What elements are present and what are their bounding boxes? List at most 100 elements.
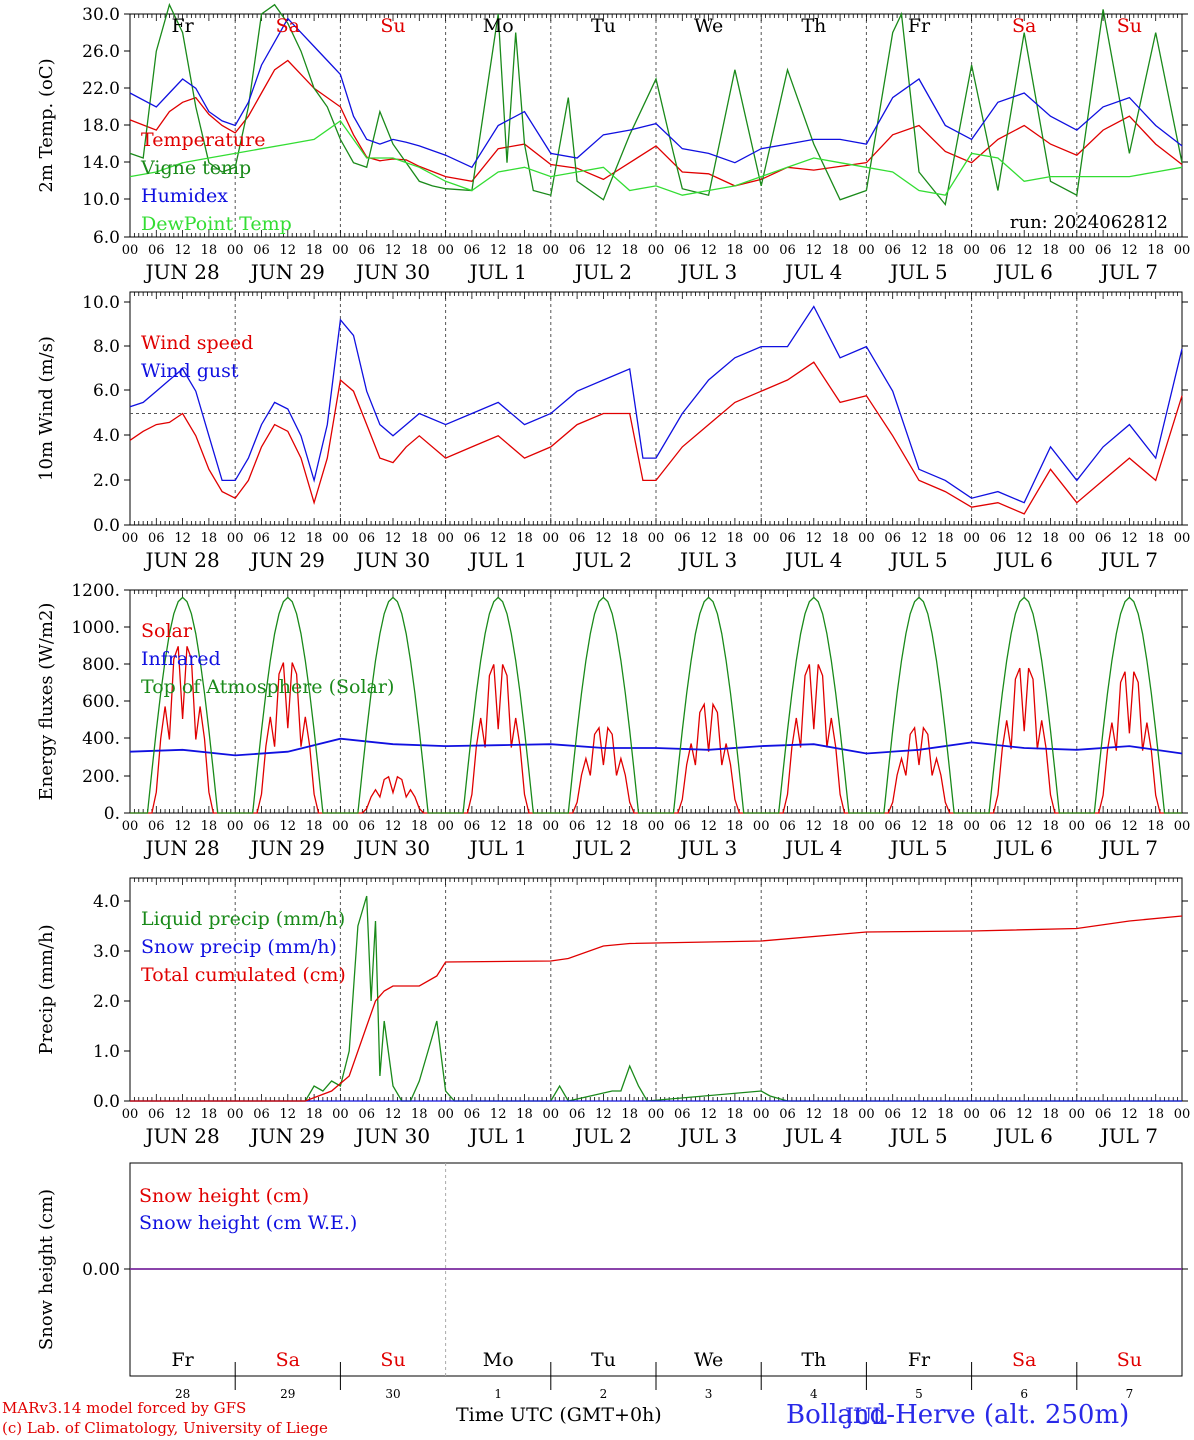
wind-hour-label: 06 (779, 531, 796, 546)
precip-date-label: JUL 6 (994, 1124, 1053, 1148)
wind-date-label: JUL 5 (888, 548, 947, 572)
wind-hour-label: 06 (674, 531, 691, 546)
snow-ylabel: Snow height (cm) (36, 1189, 57, 1350)
temp-date-label: JUL 4 (783, 260, 842, 284)
temp-hour-label: 12 (490, 243, 507, 258)
flux-hour-label: 00 (1069, 819, 1086, 834)
precip-hour-label: 18 (937, 1107, 954, 1122)
flux-legend-2: Top of Atmosphere (Solar) (141, 676, 394, 698)
precip-hour-label: 06 (884, 1107, 901, 1122)
wind-hour-label: 12 (174, 531, 191, 546)
wind-hour-label: 00 (227, 531, 244, 546)
wind-hour-label: 00 (753, 531, 770, 546)
wind-hour-label: 12 (280, 531, 297, 546)
snow-weekday-label: Fr (908, 1349, 931, 1371)
wind-hour-label: 00 (858, 531, 875, 546)
temp-ylabel: 2m Temp. (oC) (36, 58, 57, 192)
flux-date-label: JUL 2 (573, 836, 632, 860)
flux-hour-label: 12 (490, 819, 507, 834)
temp-weekday-label: Su (380, 15, 405, 37)
temp-legend-2: Humidex (141, 185, 228, 207)
wind-y-label: 0.0 (93, 516, 120, 536)
flux-legend-1: Infrared (141, 648, 221, 670)
snow-day-number: 30 (385, 1387, 400, 1401)
wind-hour-label: 06 (884, 531, 901, 546)
temp-hour-label: 00 (963, 243, 980, 258)
precip-hour-label: 18 (201, 1107, 218, 1122)
precip-hour-label: 06 (1095, 1107, 1112, 1122)
temp-weekday-label: Fr (908, 15, 931, 37)
wind-hour-label: 00 (963, 531, 980, 546)
temp-hour-label: 12 (806, 243, 823, 258)
wind-hour-label: 18 (1147, 531, 1164, 546)
flux-hour-label: 18 (937, 819, 954, 834)
flux-date-label: JUL 4 (783, 836, 842, 860)
precip-date-label: JUN 28 (144, 1124, 220, 1148)
precip-hour-label: 00 (122, 1107, 139, 1122)
wind-date-label: JUL 1 (468, 548, 527, 572)
flux-series-top-of-atmosphere-solar- (130, 596, 1182, 814)
snow-weekday-label: Mo (483, 1349, 514, 1371)
temp-hour-label: 00 (648, 243, 665, 258)
wind-hour-label: 06 (1095, 531, 1112, 546)
precip-date-label: JUN 29 (249, 1124, 325, 1148)
temp-date-label: JUN 28 (144, 260, 220, 284)
temp-hour-label: 18 (1147, 243, 1164, 258)
flux-hour-label: 06 (569, 819, 586, 834)
temp-hour-label: 12 (1016, 243, 1033, 258)
wind-hour-label: 18 (201, 531, 218, 546)
wind-hour-label: 18 (937, 531, 954, 546)
precip-hour-label: 06 (358, 1107, 375, 1122)
wind-series-wind-gust (129, 305, 1183, 504)
flux-date-label: JUN 28 (144, 836, 220, 860)
flux-hour-label: 12 (700, 819, 717, 834)
precip-series-liquid-precip-mm-h- (130, 895, 1182, 1102)
snow-day-number: 7 (1126, 1387, 1134, 1401)
snow-weekday-label: Su (1117, 1349, 1142, 1371)
temp-date-label: JUL 3 (678, 260, 737, 284)
wind-hour-label: 18 (306, 531, 323, 546)
temp-hour-label: 12 (280, 243, 297, 258)
temp-hour-label: 00 (227, 243, 244, 258)
wind-hour-label: 12 (1016, 531, 1033, 546)
snow-day-number: 4 (810, 1387, 818, 1401)
wind-hour-label: 00 (1069, 531, 1086, 546)
wind-hour-label: 00 (648, 531, 665, 546)
temp-hour-label: 12 (1121, 243, 1138, 258)
wind-hour-label: 00 (437, 531, 454, 546)
precip-hour-label: 06 (990, 1107, 1007, 1122)
temp-series-dewpoint-temp (129, 119, 1183, 196)
snow-weekday-label: Sa (276, 1349, 300, 1371)
temp-date-label: JUL 7 (1099, 260, 1158, 284)
temp-hour-label: 18 (306, 243, 323, 258)
precip-hour-label: 00 (332, 1107, 349, 1122)
precip-hour-label: 06 (148, 1107, 165, 1122)
precip-hour-label: 06 (569, 1107, 586, 1122)
flux-frame (129, 589, 1183, 814)
temp-hour-label: 12 (700, 243, 717, 258)
snow-day-number: 2 (600, 1387, 608, 1401)
wind-panel (124, 291, 1188, 526)
flux-hour-label: 18 (201, 819, 218, 834)
flux-date-label: JUL 3 (678, 836, 737, 860)
temp-series-humidex (129, 17, 1183, 169)
flux-hour-label: 12 (174, 819, 191, 834)
precip-date-label: JUL 5 (888, 1124, 947, 1148)
snow-panel (124, 1162, 1188, 1390)
flux-legend-0: Solar (141, 620, 193, 642)
temp-hour-label: 06 (464, 243, 481, 258)
flux-hour-label: 00 (437, 819, 454, 834)
snow-day-number: 5 (915, 1387, 923, 1401)
temp-hour-label: 06 (253, 243, 270, 258)
wind-hour-label: 18 (621, 531, 638, 546)
model-credit: MARv3.14 model forced by GFS (2, 1399, 247, 1417)
wind-hour-label: 12 (1121, 531, 1138, 546)
temp-date-label: JUN 29 (249, 260, 325, 284)
flux-y-label: 0. (104, 804, 120, 824)
precip-hour-label: 18 (727, 1107, 744, 1122)
temp-hour-label: 12 (385, 243, 402, 258)
flux-hour-label: 18 (411, 819, 428, 834)
flux-hour-label: 06 (464, 819, 481, 834)
temp-hour-label: 06 (884, 243, 901, 258)
